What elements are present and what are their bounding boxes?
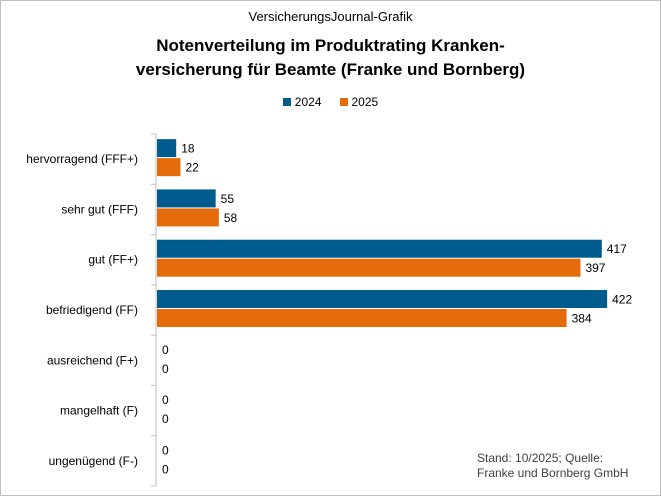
legend-item-2025: 2025: [339, 95, 379, 109]
data-label-2024: 0: [162, 393, 169, 407]
category-label: gut (FF+): [88, 253, 138, 267]
category-label: sehr gut (FFF): [61, 202, 138, 216]
data-label-2025: 397: [585, 261, 605, 275]
category-label: ausreichend (F+): [47, 353, 138, 367]
legend-item-2024: 2024: [282, 95, 322, 109]
source-note-line-2: Franke und Bornberg GmbH: [477, 466, 629, 480]
data-label-2025: 22: [185, 161, 199, 175]
legend-swatch-2025: [339, 98, 348, 106]
data-label-2024: 0: [162, 343, 169, 357]
bar-2024: [157, 189, 216, 208]
data-label-2025: 0: [162, 462, 169, 476]
legend-label-2024: 2024: [294, 95, 322, 109]
source-note: Stand: 10/2025; Quelle: Franke und Bornb…: [477, 451, 628, 481]
chart-title: Notenverteilung im Produktrating Kranken…: [1, 34, 660, 82]
chart-title-line-2: versicherung für Beamte (Franke und Born…: [135, 60, 526, 79]
data-label-2024: 55: [221, 192, 235, 206]
source-note-line-1: Stand: 10/2025; Quelle:: [477, 451, 604, 465]
data-label-2024: 422: [612, 293, 632, 307]
bar-2025: [157, 258, 581, 277]
category-label: ungenügend (F-): [49, 454, 138, 468]
bar-2024: [157, 239, 602, 258]
legend-swatch-2024: [282, 98, 291, 106]
legend-label-2025: 2025: [351, 95, 379, 109]
bar-2024: [157, 290, 608, 308]
data-label-2025: 384: [572, 312, 592, 326]
category-label: mangelhaft (F): [60, 404, 138, 418]
bar-2025: [157, 158, 181, 177]
data-label-2025: 0: [162, 412, 169, 426]
bar-2024: [157, 139, 177, 158]
category-label: befriedigend (FF): [46, 303, 138, 317]
data-label-2024: 0: [162, 443, 169, 457]
bar-2025: [157, 208, 219, 227]
data-label-2025: 58: [224, 211, 238, 225]
data-label-2025: 0: [162, 362, 169, 376]
category-label: hervorragend (FFF+): [26, 152, 138, 166]
chart-title-line-1: Notenverteilung im Produktrating Kranken…: [156, 36, 505, 55]
legend: 2024 2025: [1, 95, 660, 109]
data-label-2024: 417: [607, 242, 627, 256]
data-label-2024: 18: [181, 142, 195, 156]
bar-2025: [157, 309, 567, 327]
source-label: VersicherungsJournal-Grafik: [248, 9, 413, 24]
